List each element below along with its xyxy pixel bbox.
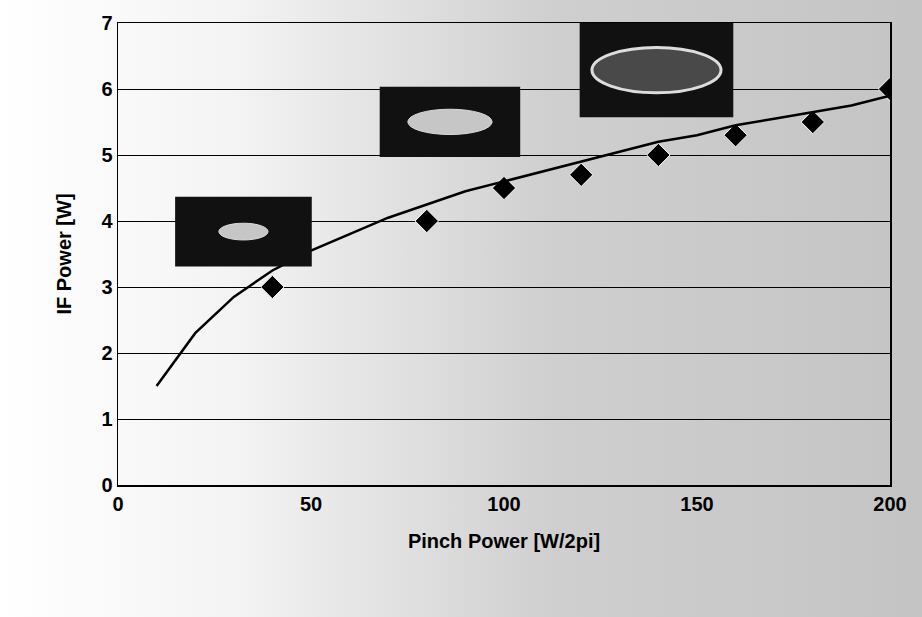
svg-text:6: 6	[101, 78, 112, 100]
svg-text:100: 100	[487, 493, 520, 515]
svg-text:IF Power [W]: IF Power [W]	[53, 193, 75, 314]
svg-text:0: 0	[112, 493, 123, 515]
svg-text:0: 0	[101, 474, 112, 496]
svg-text:150: 150	[680, 493, 713, 515]
svg-text:7: 7	[101, 12, 112, 34]
svg-text:2: 2	[101, 342, 112, 364]
svg-text:5: 5	[101, 144, 112, 166]
svg-text:4: 4	[101, 210, 113, 232]
svg-text:3: 3	[101, 276, 112, 298]
svg-text:1: 1	[101, 408, 112, 430]
svg-text:Pinch Power [W/2pi]: Pinch Power [W/2pi]	[408, 530, 600, 552]
svg-text:50: 50	[300, 493, 322, 515]
svg-text:200: 200	[873, 493, 906, 515]
